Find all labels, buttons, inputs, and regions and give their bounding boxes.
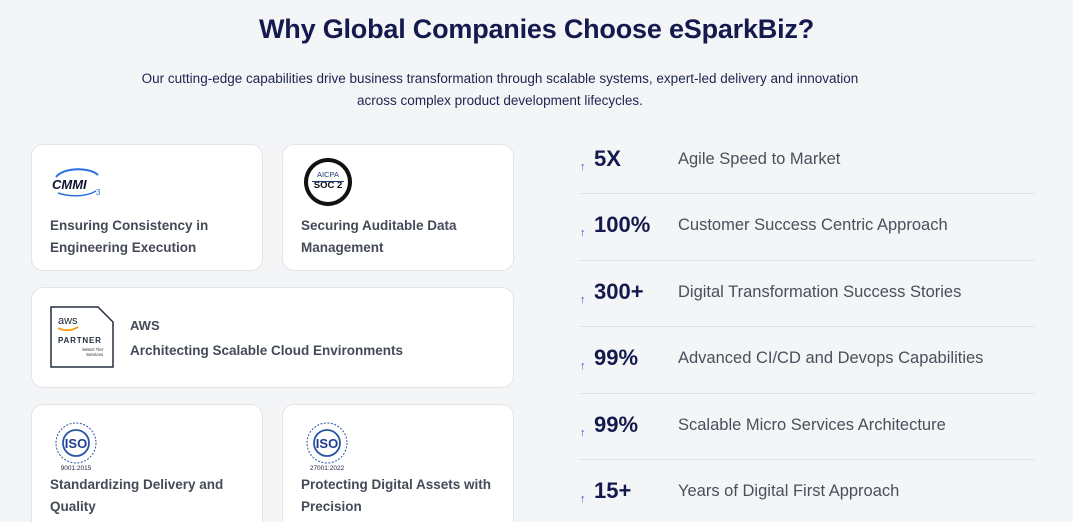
section-heading: Why Global Companies Choose eSparkBiz?	[259, 14, 814, 44]
stat-row: ↑ 5X Agile Speed to Market	[580, 128, 1035, 195]
stats-list: ↑ 5X Agile Speed to Market ↑ 100% Custom…	[580, 128, 1035, 522]
iso9001-label-line-2: Quality	[50, 499, 96, 514]
aws-card: aws PARTNER Select Tier Services AWS Arc…	[31, 287, 514, 388]
stat-value: 5X	[594, 146, 621, 171]
soc2-logo-top: AICPA	[317, 170, 339, 179]
iso27001-label-line-1: Protecting Digital Assets with	[301, 477, 492, 492]
stat-value: 300+	[594, 278, 644, 304]
section-subtitle: Our cutting-edge capabilities drive busi…	[120, 68, 880, 112]
stat-label: Customer Success Centric Approach	[678, 216, 948, 235]
arrow-up-icon: ↑	[580, 360, 586, 373]
cmmi-label-line-2: Engineering Execution	[50, 240, 197, 255]
arrow-up-icon: ↑	[580, 161, 586, 173]
stat-row: ↑ 99% Advanced CI/CD and Devops Capabili…	[580, 327, 1035, 394]
aws-logo-tier-1: Select Tier	[82, 347, 104, 352]
arrow-up-icon: ↑	[580, 492, 586, 505]
iso9001-card: ISO 9001:2015 Standardizing Delivery and…	[31, 404, 263, 522]
aws-title: AWS	[130, 318, 160, 333]
iso9001-logo-code: 9001:2015	[61, 465, 92, 472]
aws-logo-tier-2: Services	[86, 352, 104, 357]
stat-label: Agile Speed to Market	[678, 150, 841, 168]
cmmi-card: CMMI 3 Ensuring Consistency in Engineeri…	[31, 144, 263, 271]
aws-logo-partner: PARTNER	[58, 336, 102, 345]
iso27001-label-line-2: Precision	[301, 499, 362, 514]
stat-value: 99%	[594, 345, 639, 371]
cmmi-logo-icon: CMMI 3	[52, 168, 101, 197]
aws-description: Architecting Scalable Cloud Environments	[130, 343, 404, 358]
iso27001-logo-code: 27001:2022	[310, 465, 345, 472]
cmmi-logo-text: CMMI	[52, 177, 87, 192]
aws-logo-brand: aws	[58, 315, 78, 327]
subtitle-line-2: across complex product development lifec…	[357, 93, 643, 108]
soc2-label-line-2: Management	[301, 240, 384, 255]
aws-partner-badge-icon: aws PARTNER Select Tier Services	[50, 306, 114, 368]
arrow-up-icon: ↑	[580, 426, 586, 439]
subtitle-line-1: Our cutting-edge capabilities drive busi…	[141, 71, 859, 86]
arrow-up-icon: ↑	[580, 293, 586, 306]
stat-label: Years of Digital First Approach	[678, 481, 900, 500]
iso-27001-badge-icon: ISO 27001:2022	[306, 422, 348, 472]
aicpa-soc2-badge-icon: AICPA SOC 2	[304, 158, 352, 206]
stat-value: 99%	[594, 411, 639, 437]
stat-label: Scalable Micro Services Architecture	[678, 415, 946, 434]
soc2-logo-main: SOC 2	[314, 180, 343, 191]
stat-value: 15+	[594, 477, 632, 503]
stat-row: ↑ 100% Customer Success Centric Approach	[580, 194, 1035, 261]
iso-9001-badge-icon: ISO 9001:2015	[55, 422, 97, 472]
iso27001-logo-main: ISO	[316, 436, 338, 451]
iso9001-logo-main: ISO	[65, 436, 87, 451]
iso9001-label-line-1: Standardizing Delivery and	[50, 477, 224, 492]
stat-row: ↑ 99% Scalable Micro Services Architectu…	[580, 394, 1035, 460]
cmmi-label-line-1: Ensuring Consistency in	[50, 218, 209, 233]
stat-row: ↑ 300+ Digital Transformation Success St…	[580, 261, 1035, 328]
soc2-card: AICPA SOC 2 Securing Auditable Data Mana…	[282, 144, 514, 271]
iso27001-card: ISO 27001:2022 Protecting Digital Assets…	[282, 404, 514, 522]
stat-value: 100%	[594, 212, 651, 238]
cmmi-logo-level: 3	[96, 188, 101, 197]
soc2-label-line-1: Securing Auditable Data	[301, 218, 457, 233]
stat-label: Digital Transformation Success Stories	[678, 282, 962, 301]
stat-row: ↑ 15+ Years of Digital First Approach	[580, 460, 1035, 522]
arrow-up-icon: ↑	[580, 227, 586, 240]
stat-label: Advanced CI/CD and Devops Capabilities	[678, 349, 984, 368]
